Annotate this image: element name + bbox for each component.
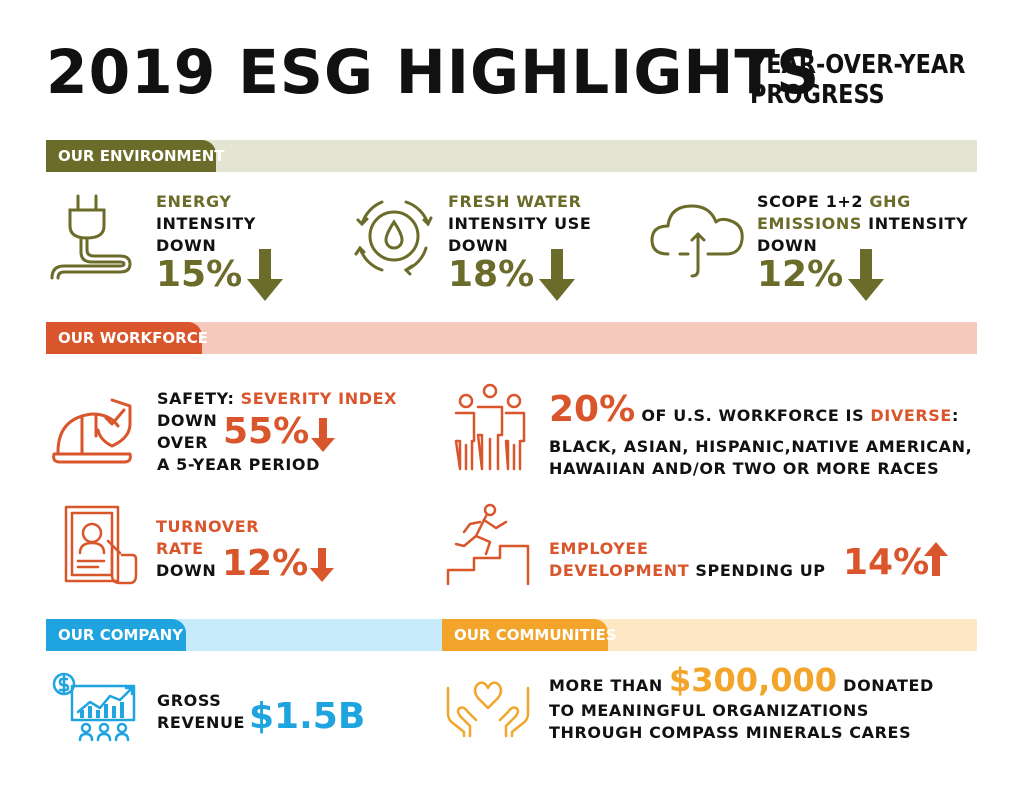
energy-value-row: 15% xyxy=(156,248,284,301)
communities-label: OUR COMMUNITIES xyxy=(442,619,617,651)
company-line-2: REVENUE xyxy=(157,713,246,732)
development-line-2: DEVELOPMENT SPENDING UP xyxy=(549,560,826,582)
plug-icon xyxy=(50,194,132,280)
communities-stat: MORE THAN $300,000 DONATED TO MEANINGFUL… xyxy=(549,660,934,744)
page-subtitle: YEAR-OVER-YEAR PROGRESS xyxy=(750,50,965,110)
ghg-line-1: SCOPE 1+2 GHG xyxy=(757,191,968,213)
energy-line-3: DOWN xyxy=(156,236,217,255)
page-title: 2019 ESG HIGHLIGHTS xyxy=(46,37,821,108)
subtitle-line-1: YEAR-OVER-YEAR xyxy=(750,50,966,80)
communities-line-1a: MORE THAN xyxy=(549,676,669,695)
safety-line-4: A 5-YEAR PERIOD xyxy=(157,455,320,474)
diverse-line-1c: : xyxy=(951,406,959,425)
diverse-line-2: BLACK, ASIAN, HISPANIC,NATIVE AMERICAN, xyxy=(549,437,973,456)
safety-line-1: SAFETY: SEVERITY INDEX xyxy=(157,388,397,410)
people-icon xyxy=(454,383,526,471)
resume-icon xyxy=(64,505,138,585)
arrow-down-icon xyxy=(311,418,335,452)
arrow-down-icon xyxy=(539,248,576,301)
arrow-down-icon xyxy=(310,548,334,582)
communities-line-2: TO MEANINGFUL ORGANIZATIONS xyxy=(549,701,869,720)
energy-line-1: ENERGY xyxy=(156,192,232,211)
turnover-line-2: RATE xyxy=(156,539,204,558)
company-stat: GROSS REVENUE xyxy=(157,690,245,734)
company-label: OUR COMPANY xyxy=(46,619,186,651)
safety-line-1a: SAFETY: xyxy=(157,389,241,408)
safety-value: 55% xyxy=(223,411,310,452)
diverse-value: 20% xyxy=(549,389,636,430)
ghg-line-1a: SCOPE 1+2 xyxy=(757,192,870,211)
turnover-stat: TURNOVER RATE DOWN 12% xyxy=(156,516,334,584)
safety-stat: SAFETY: SEVERITY INDEX DOWN OVER 55% A 5… xyxy=(157,388,397,476)
environment-label: OUR ENVIRONMENT xyxy=(46,140,225,172)
safety-line-3: OVER xyxy=(157,433,209,452)
subtitle-line-2: PROGRESS xyxy=(750,80,885,110)
ghg-line-1b: GHG xyxy=(869,192,911,211)
turnover-line-1: TURNOVER xyxy=(156,517,260,536)
diverse-line-1b: DIVERSE xyxy=(870,406,952,425)
water-line-2: INTENSITY USE xyxy=(448,214,592,233)
ghg-line-2a: EMISSIONS xyxy=(757,214,863,233)
water-value: 18% xyxy=(448,254,535,295)
company-value: $1.5B xyxy=(249,696,366,737)
arrow-down-icon xyxy=(848,248,885,301)
water-cycle-icon xyxy=(354,200,433,276)
safety-line-1b: SEVERITY INDEX xyxy=(240,389,398,408)
development-line-2a: DEVELOPMENT xyxy=(549,561,690,580)
company-line-1: GROSS xyxy=(157,691,222,710)
energy-line-2: INTENSITY xyxy=(156,214,256,233)
hardhat-icon xyxy=(52,398,132,464)
ghg-line-2: EMISSIONS INTENSITY xyxy=(757,213,968,235)
energy-stat: ENERGY INTENSITY DOWN 15% xyxy=(156,191,284,301)
communities-line-1: MORE THAN $300,000 DONATED xyxy=(549,660,934,706)
diverse-line-1: 20% OF U.S. WORKFORCE IS DIVERSE: xyxy=(549,390,972,436)
diverse-line-1a: OF U.S. WORKFORCE IS xyxy=(635,406,871,425)
ghg-stat: SCOPE 1+2 GHG EMISSIONS INTENSITY DOWN 1… xyxy=(757,191,968,301)
ghg-line-3: DOWN xyxy=(757,236,818,255)
development-line-1: EMPLOYEE xyxy=(549,539,649,558)
development-line-2b: SPENDING UP xyxy=(689,561,826,580)
development-value: 14% xyxy=(843,542,930,583)
water-line-3: DOWN xyxy=(448,236,509,255)
workforce-band: OUR WORKFORCE xyxy=(46,322,977,354)
cloud-icon xyxy=(650,204,744,278)
development-stat: EMPLOYEE DEVELOPMENT SPENDING UP xyxy=(549,538,826,582)
revenue-chart-icon xyxy=(52,672,136,742)
water-line-1: FRESH WATER xyxy=(448,192,582,211)
stairs-runner-icon xyxy=(446,503,530,586)
environment-band: OUR ENVIRONMENT xyxy=(46,140,977,172)
communities-line-1b: DONATED xyxy=(837,676,934,695)
communities-value: $300,000 xyxy=(669,661,838,699)
communities-band: OUR COMMUNITIES xyxy=(442,619,977,651)
ghg-value: 12% xyxy=(757,254,844,295)
heart-hands-icon xyxy=(446,681,530,738)
ghg-line-2b: INTENSITY xyxy=(862,214,969,233)
ghg-value-row: 12% xyxy=(757,248,968,301)
water-stat: FRESH WATER INTENSITY USE DOWN 18% xyxy=(448,191,591,301)
safety-line-2: DOWN xyxy=(157,411,218,430)
turnover-bottom: DOWN 12% xyxy=(156,544,334,584)
diverse-line-3: HAWAIIAN AND/OR TWO OR MORE RACES xyxy=(549,459,940,478)
communities-line-3: THROUGH COMPASS MINERALS CARES xyxy=(549,723,912,742)
arrow-up-icon xyxy=(924,542,948,576)
energy-value: 15% xyxy=(156,254,243,295)
turnover-value: 12% xyxy=(222,543,309,584)
diverse-stat: 20% OF U.S. WORKFORCE IS DIVERSE: BLACK,… xyxy=(549,390,972,480)
safety-middle: DOWN OVER 55% xyxy=(157,410,397,454)
water-value-row: 18% xyxy=(448,248,591,301)
company-band: OUR COMPANY xyxy=(46,619,442,651)
turnover-line-3: DOWN xyxy=(156,561,217,580)
arrow-down-icon xyxy=(247,248,284,301)
workforce-label: OUR WORKFORCE xyxy=(46,322,208,354)
